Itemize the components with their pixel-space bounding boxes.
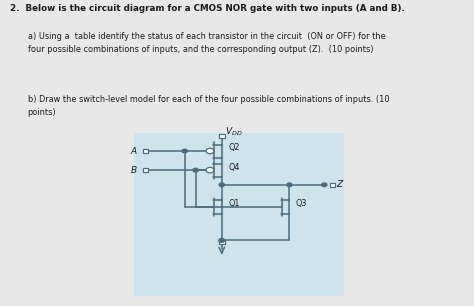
Bar bbox=[135, 133, 344, 296]
Text: b) Draw the switch-level model for each of the four possible combinations of inp: b) Draw the switch-level model for each … bbox=[27, 95, 389, 117]
Circle shape bbox=[219, 183, 224, 187]
Circle shape bbox=[219, 238, 224, 242]
Circle shape bbox=[193, 168, 198, 172]
Text: a) Using a  table identify the status of each transistor in the circuit  (ON or : a) Using a table identify the status of … bbox=[27, 32, 385, 54]
Circle shape bbox=[219, 238, 224, 242]
Text: Q2: Q2 bbox=[228, 144, 240, 152]
Bar bbox=[329, 183, 335, 187]
Text: B: B bbox=[130, 166, 137, 175]
Bar bbox=[143, 149, 148, 153]
Text: 2.  Below is the circuit diagram for a CMOS NOR gate with two inputs (A and B).: 2. Below is the circuit diagram for a CM… bbox=[10, 4, 405, 13]
Text: A: A bbox=[130, 147, 137, 155]
Circle shape bbox=[182, 149, 187, 153]
Text: Q3: Q3 bbox=[296, 199, 307, 208]
Bar bbox=[143, 168, 148, 172]
Text: $V_{DD}$: $V_{DD}$ bbox=[225, 125, 243, 138]
Circle shape bbox=[287, 183, 292, 187]
Text: Q4: Q4 bbox=[228, 162, 240, 172]
Text: Q1: Q1 bbox=[228, 199, 240, 208]
Circle shape bbox=[322, 183, 327, 187]
Circle shape bbox=[206, 167, 214, 173]
Bar bbox=[219, 241, 225, 244]
Circle shape bbox=[206, 148, 214, 154]
Bar bbox=[219, 134, 225, 138]
Text: Z: Z bbox=[337, 180, 343, 189]
